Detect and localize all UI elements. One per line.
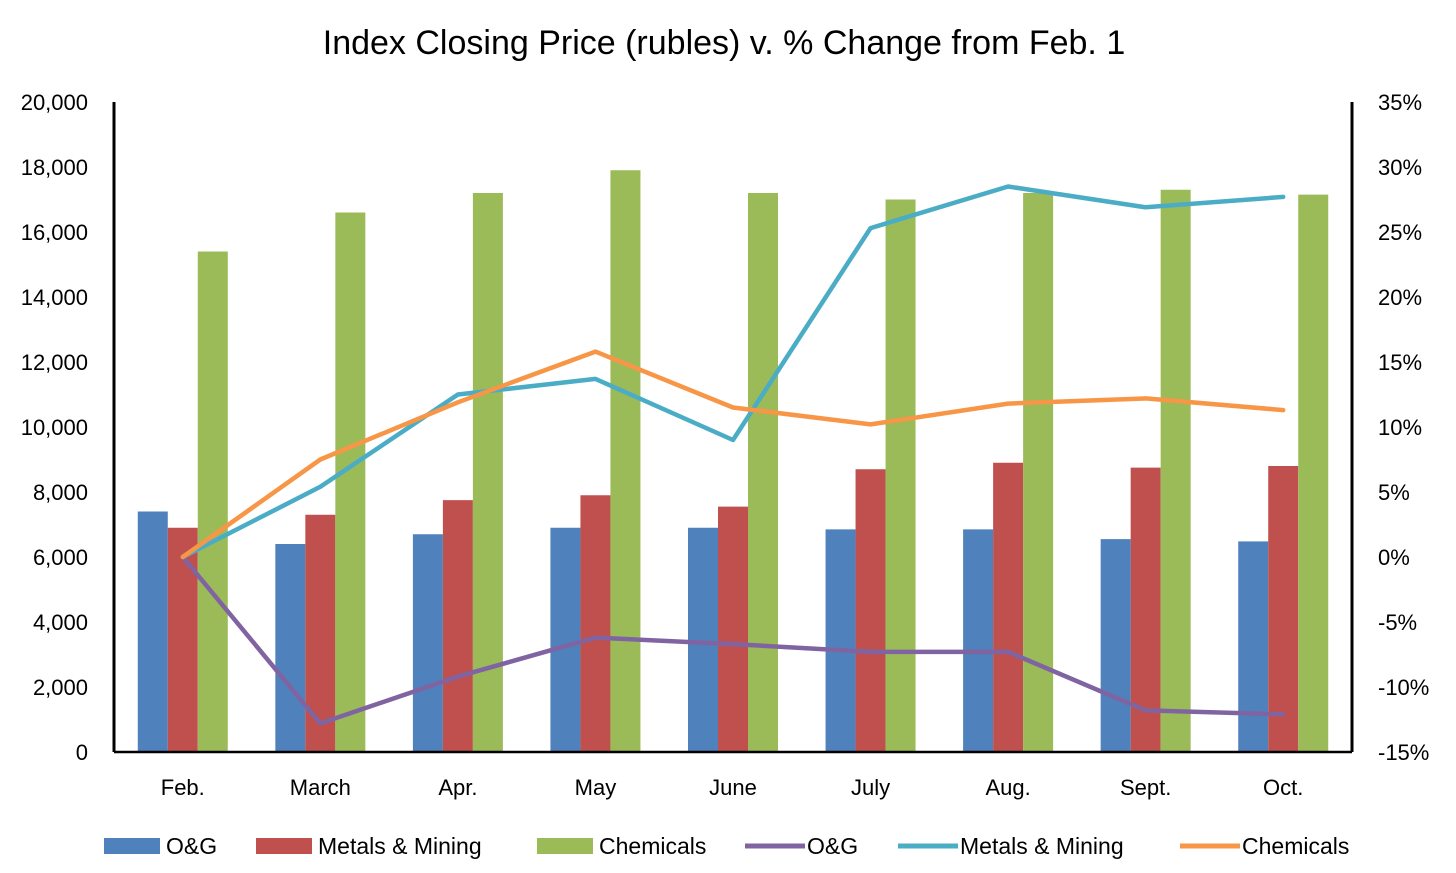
bar-o-g-1 <box>275 544 306 752</box>
bar-o-g-6 <box>963 529 994 752</box>
plot-area: 0 2,000 4,000 6,000 8,000 10,000 12,000 14,000 1… <box>21 90 1430 800</box>
bar-chemicals-8 <box>1298 194 1329 752</box>
bar-chemicals-7 <box>1160 189 1191 752</box>
left-tick-label: 18,000 <box>21 155 88 180</box>
bar-o-g-8 <box>1238 541 1269 752</box>
bar-metals-mining-4 <box>718 506 748 752</box>
right-tick-label: -15% <box>1378 740 1429 765</box>
bar-metals-mining-2 <box>442 500 473 752</box>
legend-swatch-bar-chemicals <box>537 838 593 854</box>
legend-label-line-metals-mining: Metals & Mining <box>960 833 1124 859</box>
legend-swatch-bar-metals-mining <box>256 838 312 854</box>
bar-metals-mining-6 <box>993 462 1024 752</box>
bar-metals-mining-1 <box>305 514 336 752</box>
right-tick-label: 30% <box>1378 155 1422 180</box>
bar-chemicals-3 <box>610 170 641 752</box>
left-tick-label: 4,000 <box>33 610 88 635</box>
right-tick-label: 20% <box>1378 285 1422 310</box>
category-label: Apr. <box>438 775 477 800</box>
left-tick-label: 12,000 <box>21 350 88 375</box>
left-tick-label: 14,000 <box>21 285 88 310</box>
legend-label-bar-metals-mining: Metals & Mining <box>318 833 482 859</box>
category-label: Aug. <box>985 775 1030 800</box>
right-tick-label: 35% <box>1378 90 1422 115</box>
bar-chemicals-2 <box>472 193 503 752</box>
legend-label-bar-o-g: O&G <box>166 833 217 859</box>
bar-chemicals-5 <box>885 199 916 752</box>
right-tick-label: 0% <box>1378 545 1410 570</box>
right-tick-label: -10% <box>1378 675 1429 700</box>
category-label: Oct. <box>1263 775 1303 800</box>
category-label: Feb. <box>161 775 205 800</box>
bar-metals-mining-5 <box>855 469 886 752</box>
bar-metals-mining-0 <box>167 527 198 752</box>
left-tick-label: 0 <box>76 740 88 765</box>
bar-o-g-4 <box>688 527 718 752</box>
chart-title: Index Closing Price (rubles) v. % Change… <box>323 24 1126 62</box>
bar-o-g-5 <box>825 529 856 752</box>
left-tick-label: 8,000 <box>33 480 88 505</box>
category-label: Sept. <box>1120 775 1171 800</box>
legend-swatch-bar-o-g <box>104 838 160 854</box>
category-label: July <box>851 775 890 800</box>
category-label: June <box>709 775 757 800</box>
left-tick-label: 10,000 <box>21 415 88 440</box>
right-tick-label: 5% <box>1378 480 1410 505</box>
right-tick-label: 10% <box>1378 415 1422 440</box>
category-label: March <box>290 775 351 800</box>
bar-o-g-0 <box>137 511 168 752</box>
bar-o-g-7 <box>1100 539 1131 752</box>
left-tick-label: 2,000 <box>33 675 88 700</box>
bar-chemicals-4 <box>748 193 778 752</box>
right-tick-label: 25% <box>1378 220 1422 245</box>
bar-metals-mining-3 <box>580 495 611 752</box>
category-label: May <box>575 775 617 800</box>
legend-label-line-o-g: O&G <box>807 833 858 859</box>
right-tick-label: -5% <box>1378 610 1417 635</box>
legend-label-line-chemicals: Chemicals <box>1242 833 1349 859</box>
bar-metals-mining-8 <box>1268 466 1299 752</box>
bar-o-g-3 <box>550 527 581 752</box>
legend-label-bar-chemicals: Chemicals <box>599 833 706 859</box>
bar-chemicals-0 <box>197 251 228 752</box>
left-tick-label: 16,000 <box>21 220 88 245</box>
left-tick-label: 6,000 <box>33 545 88 570</box>
bar-o-g-2 <box>412 534 443 752</box>
right-tick-label: 15% <box>1378 350 1422 375</box>
legend: O&G Metals & Mining Chemicals O&G Metals & M… <box>104 833 1349 859</box>
left-tick-label: 20,000 <box>21 90 88 115</box>
bar-chemicals-1 <box>335 212 366 752</box>
